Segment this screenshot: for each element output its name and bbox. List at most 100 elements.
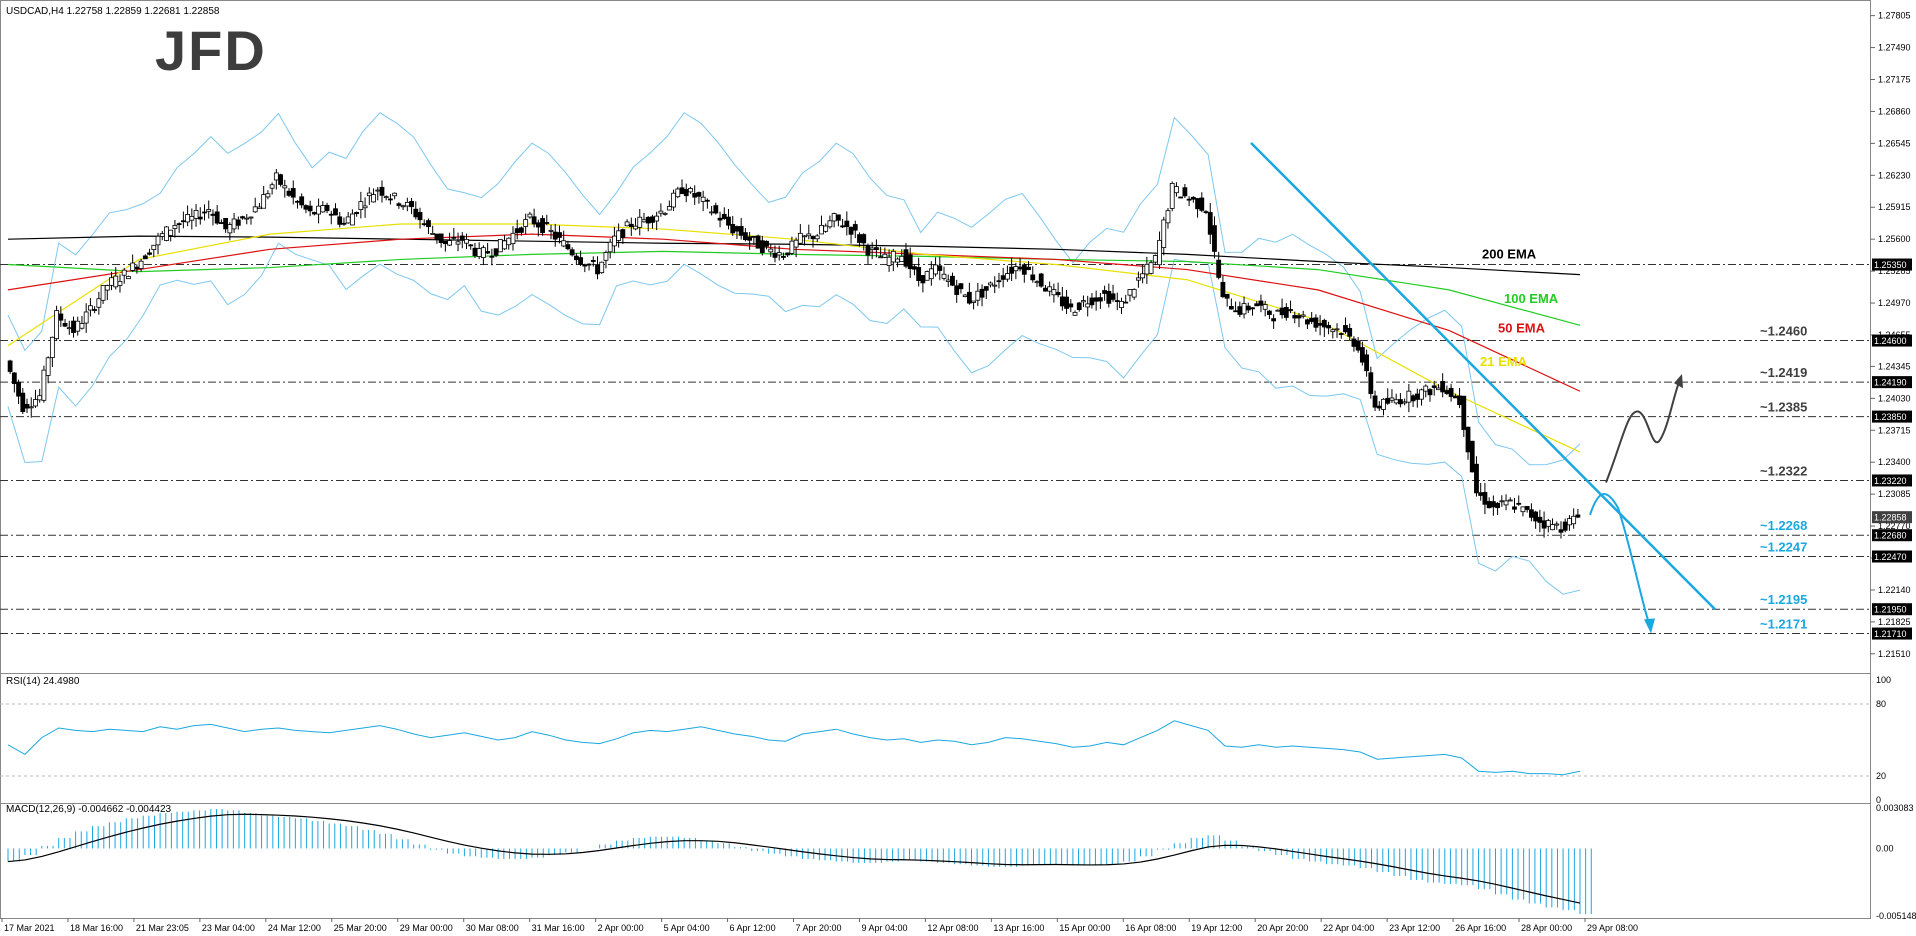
candle-bear <box>451 236 457 239</box>
candle-bear <box>835 214 841 221</box>
candle-bear <box>1516 502 1522 505</box>
price-marker-tag <box>1872 550 1912 563</box>
macd-signal-line <box>7 813 1581 904</box>
price-marker-tag <box>1872 410 1912 423</box>
candle-bear <box>582 264 588 267</box>
candle-bull <box>895 258 900 263</box>
price-tick-label: 1.21825 <box>1878 617 1911 627</box>
candle-bull <box>476 248 482 258</box>
candle-bear <box>1448 387 1454 397</box>
candle-bear <box>726 216 731 226</box>
bollinger-bands <box>7 112 1581 595</box>
candle-bear <box>1292 315 1298 319</box>
candle-bear <box>1182 187 1188 197</box>
candle-bear <box>1461 395 1467 430</box>
candle-bull <box>899 255 905 262</box>
candle-bear <box>1338 333 1344 335</box>
candle-bull <box>637 216 643 228</box>
candle-bear <box>1474 463 1479 494</box>
candle-bear <box>1212 225 1217 252</box>
candle-bear <box>1055 292 1061 296</box>
candle-bear <box>785 252 791 256</box>
candle-bull <box>1174 186 1179 194</box>
candle-bull <box>257 206 262 210</box>
price-tick-label: 1.24970 <box>1878 298 1911 308</box>
candle-bear <box>650 216 655 223</box>
candle-bull <box>797 232 803 244</box>
candle-bear <box>472 247 478 256</box>
candle-bull <box>882 253 888 258</box>
price-marker-tag-label: 1.21950 <box>1874 605 1907 615</box>
candle-bear <box>1317 323 1323 326</box>
candle-bear <box>937 265 943 271</box>
candle-bull <box>316 205 321 215</box>
candle-bear <box>303 205 309 210</box>
candle-bear <box>586 263 592 266</box>
candle-bear <box>1326 325 1331 329</box>
candle-bull <box>261 194 267 209</box>
candle-bear <box>459 235 465 241</box>
candle-bear <box>286 190 292 196</box>
candle-bear <box>1495 502 1500 509</box>
price-level-label: ~1.2247 <box>1760 539 1807 554</box>
price-level-label: ~1.2195 <box>1760 592 1807 607</box>
candle-bull <box>793 239 799 248</box>
candle-bull <box>814 235 820 240</box>
candle-bear <box>333 208 338 216</box>
candle-bear <box>20 392 26 413</box>
candle-bear <box>442 240 448 245</box>
rsi-panel-frame <box>0 673 1871 804</box>
bearish-arrow-head <box>1644 618 1655 634</box>
candle-bull <box>121 269 127 276</box>
candle-bear <box>861 234 867 244</box>
candle-bull <box>83 311 89 324</box>
time-tick-label: 7 Apr 20:00 <box>796 923 842 933</box>
candle-bull <box>1157 239 1162 266</box>
candle-bear <box>645 216 651 224</box>
candle-bear <box>1190 196 1196 200</box>
price-tick-label: 1.25915 <box>1878 202 1911 212</box>
candle-bear <box>810 235 816 240</box>
time-tick-label: 29 Mar 00:00 <box>400 923 453 933</box>
candle-bear <box>1309 317 1315 322</box>
candle-bear <box>1199 197 1205 211</box>
candle-bear <box>1258 300 1264 306</box>
price-tick-label: 1.23715 <box>1878 425 1911 435</box>
candle-bear <box>1529 509 1534 518</box>
candle-bear <box>573 255 579 261</box>
candle-bear <box>388 198 393 201</box>
candle-bull <box>54 310 59 340</box>
candle-bear <box>493 248 499 256</box>
candle-bear <box>1359 347 1365 363</box>
candle-bull <box>1148 262 1154 274</box>
time-tick-label: 22 Apr 04:00 <box>1323 923 1374 933</box>
candle-bull <box>320 205 326 213</box>
downtrend-line <box>1250 141 1716 611</box>
ema100-line <box>7 250 1581 326</box>
candle-bear <box>1021 264 1027 275</box>
candle-bull <box>75 320 81 332</box>
macd-axis-label: -0.005148 <box>1876 911 1916 921</box>
candle-bear <box>7 360 13 372</box>
price-tick-label: 1.27490 <box>1878 43 1911 53</box>
candle-bull <box>430 233 436 235</box>
candle-bear <box>1059 296 1065 307</box>
candle-bear <box>1216 259 1222 278</box>
time-tick-label: 5 Apr 04:00 <box>664 923 710 933</box>
candle-bull <box>1389 397 1395 401</box>
candlesticks <box>7 169 1581 539</box>
candle-bull <box>392 192 398 197</box>
candle-bull <box>104 285 110 291</box>
bullish-scenario-path <box>1605 378 1681 483</box>
candle-bear <box>535 222 541 228</box>
candle-bull <box>1127 289 1133 296</box>
candle-bear <box>219 222 224 225</box>
candle-bull <box>654 215 660 222</box>
candle-bear <box>1343 325 1348 333</box>
candle-bear <box>1224 293 1230 299</box>
time-tick-label: 12 Apr 08:00 <box>927 923 978 933</box>
candle-bull <box>523 219 529 227</box>
candle-bear <box>1000 275 1006 280</box>
candle-bear <box>1245 305 1251 311</box>
candle-bull <box>1545 520 1551 527</box>
